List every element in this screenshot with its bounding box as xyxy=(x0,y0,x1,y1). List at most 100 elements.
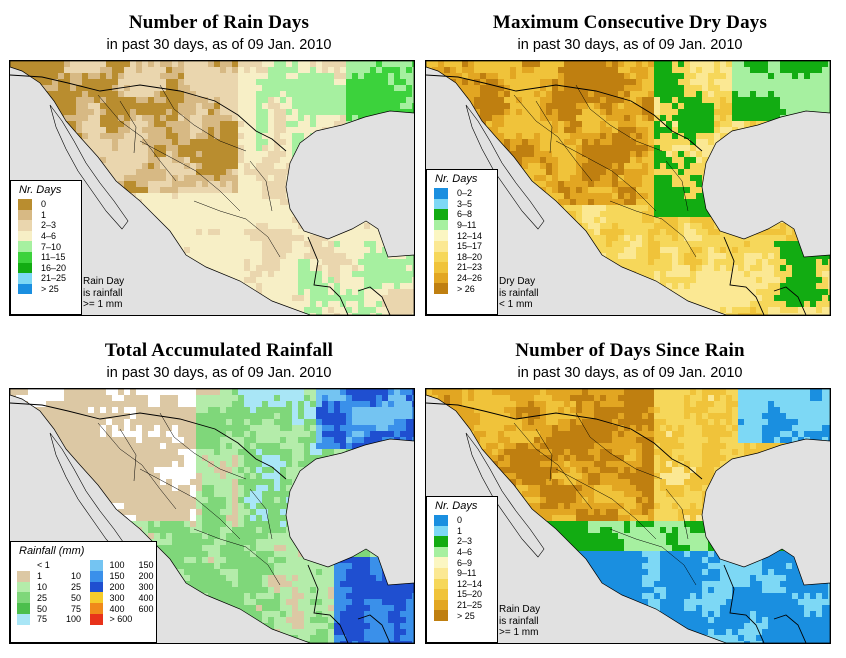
legend-row: 7–10 xyxy=(11,241,81,252)
legend-swatch xyxy=(89,560,103,571)
legend-swatch xyxy=(434,610,448,621)
legend-label: > 25 xyxy=(457,610,475,621)
legend-row: 4–6 xyxy=(11,230,81,242)
gulf-of-california xyxy=(465,432,545,558)
legend-row: 1 xyxy=(427,525,497,537)
legend-swatch xyxy=(18,251,32,263)
legend-row: 50 75 xyxy=(17,603,84,614)
legend-swatch xyxy=(17,592,30,604)
legend-swatch xyxy=(89,570,103,582)
legend-swatch xyxy=(434,240,448,252)
panel-3-legend: Rainfall (mm) < 1 100 150 1 10 150 200 10 25 200 3… xyxy=(10,541,157,643)
note-line: Rain Day xyxy=(83,276,125,287)
legend-row: < 1 xyxy=(17,560,84,571)
note-line: >= 1 mm xyxy=(83,299,123,310)
legend-swatch xyxy=(89,592,103,604)
legend-title: Nr. Days xyxy=(19,184,62,196)
gulf-of-california xyxy=(465,104,545,230)
legend-swatch xyxy=(434,251,448,263)
legend-label: 21–25 xyxy=(41,273,67,284)
legend-range-high: 100 xyxy=(65,614,81,625)
country-border xyxy=(357,614,391,643)
country-border xyxy=(773,286,807,315)
legend-row: > 600 xyxy=(89,613,157,625)
legend-label: 15–17 xyxy=(457,241,483,252)
legend-label: 0 xyxy=(457,515,463,526)
legend-title: Rainfall (mm) xyxy=(19,545,85,557)
legend-label: 3–5 xyxy=(457,198,473,209)
legend-label: 6–9 xyxy=(457,557,473,568)
gulf-of-california xyxy=(49,104,129,230)
legend-swatch xyxy=(89,613,103,625)
legend-label: 1 xyxy=(457,525,463,536)
legend-title: Nr. Days xyxy=(435,500,478,512)
legend-range-high: 10 xyxy=(70,571,81,582)
legend-swatch xyxy=(17,603,30,614)
state-border xyxy=(609,528,697,586)
legend-range-low: 1 xyxy=(37,571,43,582)
country-border xyxy=(307,236,349,315)
legend-range-high: 50 xyxy=(70,592,81,603)
legend-range-high: 400 xyxy=(138,592,154,603)
state-border xyxy=(535,100,553,154)
legend-range-high: 600 xyxy=(138,603,154,614)
note-line: < 1 mm xyxy=(499,299,533,310)
state-border xyxy=(575,84,663,152)
legend-row: 3–5 xyxy=(427,198,497,210)
legend-row: 2–3 xyxy=(11,220,81,231)
state-border xyxy=(97,422,177,510)
legend-label: 0–2 xyxy=(457,188,473,199)
state-border xyxy=(249,488,273,540)
legend-swatch xyxy=(434,589,448,600)
legend-label: 21–25 xyxy=(457,600,483,611)
legend-row: 0–2 xyxy=(427,188,497,199)
state-border xyxy=(119,428,137,482)
legend-row: 300 400 xyxy=(89,592,157,604)
panel-1-subtitle: in past 30 days, as of 09 Jan. 2010 xyxy=(106,37,332,53)
legend-range-low: 10 xyxy=(37,581,48,592)
panel-1-note: Rain Day is rainfall >= 1 mm xyxy=(83,276,124,311)
country-border xyxy=(723,236,765,315)
legend-row: 25 50 xyxy=(17,592,84,604)
legend-label: 0 xyxy=(41,199,47,210)
coastline xyxy=(10,389,414,643)
legend-swatch xyxy=(434,578,448,590)
legend-row: 75 100 xyxy=(17,613,84,625)
note-line: is rainfall xyxy=(499,615,539,627)
legend-swatch xyxy=(18,283,32,295)
legend-row: 0 xyxy=(11,199,81,210)
state-border xyxy=(119,100,137,154)
state-border xyxy=(159,84,247,152)
legend-label: 4–6 xyxy=(457,547,473,558)
panel-4-subtitle: in past 30 days, as of 09 Jan. 2010 xyxy=(517,365,743,381)
legend-label: 21–23 xyxy=(457,262,483,273)
legend-label: 16–20 xyxy=(41,262,67,273)
legend-row: > 26 xyxy=(427,283,497,294)
state-border xyxy=(575,412,663,480)
legend-label: > 26 xyxy=(457,283,475,294)
note-line: Dry Day xyxy=(499,276,536,287)
legend-title: Nr. Days xyxy=(435,173,478,185)
legend-label: 1 xyxy=(41,209,47,220)
state-border xyxy=(513,422,593,510)
legend-range-low: < 1 xyxy=(37,560,50,571)
state-border xyxy=(555,468,657,540)
legend-row: 21–23 xyxy=(427,262,497,273)
legend-swatch xyxy=(434,209,448,220)
state-border xyxy=(159,412,247,480)
legend-swatch xyxy=(89,581,103,593)
panel-2-note: Dry Day is rainfall < 1 mm xyxy=(499,276,538,311)
panel-2-title: Maximum Consecutive Dry Days xyxy=(492,12,768,33)
legend-swatch xyxy=(18,199,32,210)
legend-swatch xyxy=(434,557,448,568)
legend-label: 15–20 xyxy=(457,589,483,600)
legend-label: 24–26 xyxy=(457,273,483,284)
legend-swatch xyxy=(434,525,448,537)
legend-swatch xyxy=(434,536,448,547)
state-border xyxy=(139,140,241,212)
legend-label: > 25 xyxy=(41,284,59,295)
coastline xyxy=(10,61,414,315)
legend-row: 15–17 xyxy=(427,240,497,252)
legend-row: 6–9 xyxy=(427,557,497,568)
legend-range-high: 200 xyxy=(138,571,154,582)
